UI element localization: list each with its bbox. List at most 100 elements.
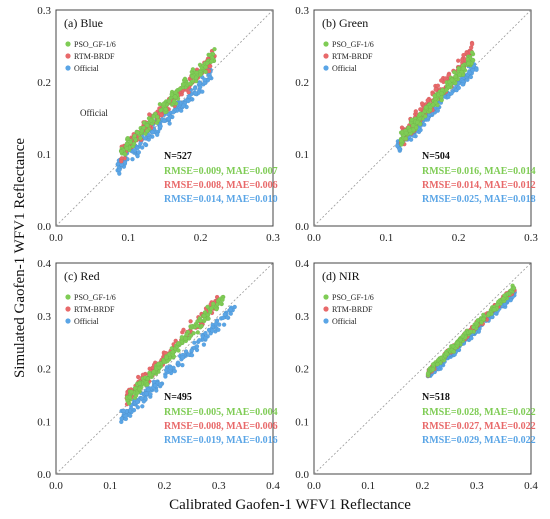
scatter-point	[122, 151, 128, 157]
y-tick-label: 0.0	[37, 469, 51, 481]
scatter-point	[195, 323, 200, 328]
scatter-point	[130, 156, 135, 162]
stat-line: RMSE=0.025, MAE=0.018	[422, 194, 536, 205]
y-tick-label: 0.1	[295, 149, 309, 161]
y-tick-label: 0.3	[37, 5, 51, 17]
legend: PSO_GF-1/6 RTM-BRDF Official	[65, 40, 116, 73]
series-pso-gf-1-6	[118, 46, 217, 157]
x-tick-label: 0.0	[307, 480, 321, 492]
stat-line: RMSE=0.029, MAE=0.022	[422, 435, 536, 446]
panel-label: (b) Green	[322, 16, 368, 30]
scatter-point	[457, 72, 462, 77]
scatter-point	[438, 78, 444, 83]
scatter-point	[140, 404, 145, 409]
scatter-point	[203, 335, 208, 341]
scatter-point	[152, 383, 158, 388]
scatter-point	[449, 91, 454, 96]
scatter-point	[398, 138, 404, 144]
scatter-point	[147, 112, 152, 117]
legend-entry: RTM-BRDF	[74, 305, 115, 314]
scatter-point	[172, 368, 178, 374]
legend-entry: RTM-BRDF	[332, 52, 373, 61]
scatter-point	[413, 109, 419, 114]
x-tick-label: 0.3	[470, 480, 484, 492]
scatter-point	[197, 84, 203, 90]
scatter-point	[423, 113, 428, 119]
y-tick-label: 0.3	[37, 311, 51, 323]
scatter-point	[409, 117, 415, 123]
scatter-point	[124, 141, 130, 147]
scatter-point	[179, 334, 185, 340]
scatter-point	[144, 382, 150, 387]
stat-line: RMSE=0.008, MAE=0.006	[164, 180, 278, 191]
scatter-point	[200, 89, 205, 94]
legend-marker	[323, 41, 329, 47]
scatter-point	[494, 302, 500, 308]
scatter-point	[135, 153, 140, 159]
scatter-point	[444, 351, 449, 356]
legend-marker	[323, 53, 329, 59]
scatter-point	[460, 82, 465, 87]
scatter-point	[144, 391, 149, 396]
scatter-point	[161, 118, 167, 124]
scatter-point	[144, 128, 150, 134]
scatter-point	[135, 374, 141, 380]
scatter-point	[202, 77, 207, 82]
scatter-point	[205, 304, 210, 310]
panel-label: (d) NIR	[322, 269, 360, 283]
scatter-point	[203, 330, 208, 336]
y-tick-label: 0.2	[295, 364, 309, 376]
scatter-point	[403, 136, 409, 142]
scatter-point	[190, 74, 195, 79]
scatter-point	[222, 312, 228, 317]
scatter-point	[408, 137, 414, 142]
scatter-point	[435, 108, 441, 113]
scatter-point	[449, 77, 455, 83]
scatter-point	[175, 360, 181, 365]
series-pso-gf-1-6	[398, 50, 476, 147]
legend: PSO_GF-1/6 RTM-BRDF Official	[323, 293, 374, 326]
x-axis-title: Calibrated Gaofen-1 WFV1 Reflectance	[169, 497, 411, 513]
scatter-point	[469, 41, 475, 47]
stat-line: RMSE=0.005, MAE=0.004	[164, 407, 278, 418]
scatter-point	[148, 118, 154, 123]
scatter-point	[190, 67, 196, 72]
scatter-point	[169, 346, 175, 351]
x-tick-label: 0.1	[121, 232, 135, 244]
y-tick-label: 0.2	[295, 77, 309, 89]
scatter-point	[214, 306, 219, 312]
scatter-point	[142, 141, 148, 147]
annotation-text: Official	[80, 108, 108, 118]
scatter-point	[492, 307, 497, 312]
scatter-point	[180, 82, 186, 87]
sample-count: N=495	[164, 392, 192, 403]
scatter-point	[132, 385, 138, 391]
series-pso-gf-1-6	[124, 294, 226, 406]
scatter-point	[425, 98, 430, 103]
scatter-point	[466, 61, 471, 66]
scatter-point	[198, 72, 203, 77]
scatter-point	[129, 389, 134, 395]
scatter-point	[142, 136, 148, 141]
one-to-one-line	[55, 262, 274, 475]
scatter-point	[124, 146, 130, 151]
scatter-point	[453, 74, 458, 79]
sample-count: N=504	[422, 151, 450, 162]
scatter-point	[203, 69, 208, 75]
scatter-point	[511, 285, 517, 291]
scatter-point	[210, 328, 215, 333]
scatter-point	[123, 413, 129, 419]
x-tick-label: 0.3	[524, 232, 538, 244]
scatter-point	[500, 296, 506, 302]
scatter-point	[197, 337, 202, 343]
scatter-point	[439, 91, 444, 96]
scatter-point	[456, 85, 462, 91]
scatter-point	[189, 352, 195, 358]
scatter-point	[403, 130, 409, 136]
stat-line: RMSE=0.028, MAE=0.022	[422, 407, 536, 418]
scatter-point	[469, 50, 475, 55]
scatter-point	[486, 311, 492, 317]
scatter-point	[121, 408, 126, 414]
x-tick-label: 0.1	[361, 480, 375, 492]
scatter-point	[163, 374, 168, 379]
